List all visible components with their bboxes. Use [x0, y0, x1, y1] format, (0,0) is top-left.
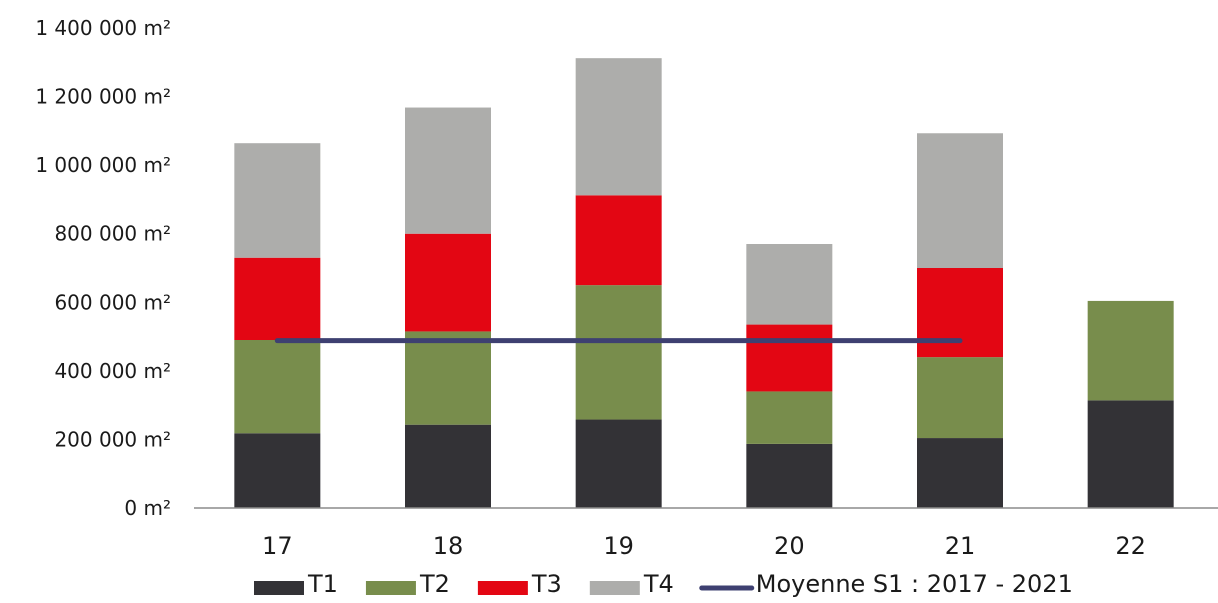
legend-swatch-t4 [589, 581, 640, 595]
legend-swatch-t1 [254, 581, 304, 595]
legend-label-average: Moyenne S1 : 2017 - 2021 [756, 570, 1073, 598]
bar-segment-t2-21 [917, 357, 1003, 439]
y-tick-label: 0 m² [124, 496, 171, 520]
bar-segment-t3-20 [746, 324, 833, 392]
y-tick-label: 1 000 000 m² [35, 153, 171, 177]
bar-segment-t1-17 [234, 433, 321, 508]
bar-segment-t1-20 [746, 443, 833, 508]
y-tick-label: 600 000 m² [54, 290, 171, 314]
bar-segment-t3-21 [917, 268, 1003, 358]
bar-segment-t1-19 [575, 419, 662, 508]
bar-segment-t1-22 [1087, 400, 1174, 508]
bar-segment-t4-21 [917, 133, 1003, 268]
x-category-label: 22 [1115, 532, 1146, 560]
x-axis-categories: 17 18 19 20 21 22 [262, 532, 1146, 560]
bar-segment-t4-17 [234, 143, 321, 258]
bar-segment-t2-22 [1087, 300, 1174, 401]
y-axis-ticks: 0 m² 200 000 m² 400 000 m² 600 000 m² 800 00… [35, 16, 171, 520]
bar-segment-t3-19 [575, 195, 662, 286]
bar-segment-t3-17 [234, 257, 321, 340]
x-category-label: 21 [945, 532, 976, 560]
legend-swatch-t3 [477, 581, 528, 595]
bar-segment-t1-21 [917, 438, 1003, 508]
legend-swatch-t2 [365, 581, 416, 595]
legend: T1 T2 T3 T4 Moyenne S1 : 2017 - 2021 [254, 570, 1073, 598]
x-category-label: 20 [774, 532, 805, 560]
bar-segment-t2-18 [405, 331, 491, 425]
legend-label-t1: T1 [307, 570, 338, 598]
bar-segment-t2-19 [575, 285, 662, 420]
x-category-label: 17 [262, 532, 293, 560]
y-tick-label: 200 000 m² [54, 427, 171, 451]
x-category-label: 18 [433, 532, 464, 560]
y-tick-label: 800 000 m² [54, 222, 171, 246]
y-tick-label: 1 200 000 m² [35, 85, 171, 109]
bars-layer [234, 58, 1174, 508]
x-category-label: 19 [603, 532, 634, 560]
legend-label-t3: T3 [531, 570, 562, 598]
y-tick-label: 400 000 m² [54, 359, 171, 383]
bar-segment-t3-18 [405, 233, 491, 332]
bar-segment-t2-20 [746, 391, 833, 444]
bar-segment-t2-17 [234, 340, 321, 434]
legend-label-t2: T2 [419, 570, 450, 598]
bar-segment-t1-18 [405, 424, 491, 508]
bar-segment-t4-19 [575, 58, 662, 196]
legend-label-t4: T4 [643, 570, 674, 598]
y-tick-label: 1 400 000 m² [35, 16, 171, 40]
bar-segment-t4-18 [405, 107, 491, 234]
bar-segment-t4-20 [746, 244, 833, 325]
